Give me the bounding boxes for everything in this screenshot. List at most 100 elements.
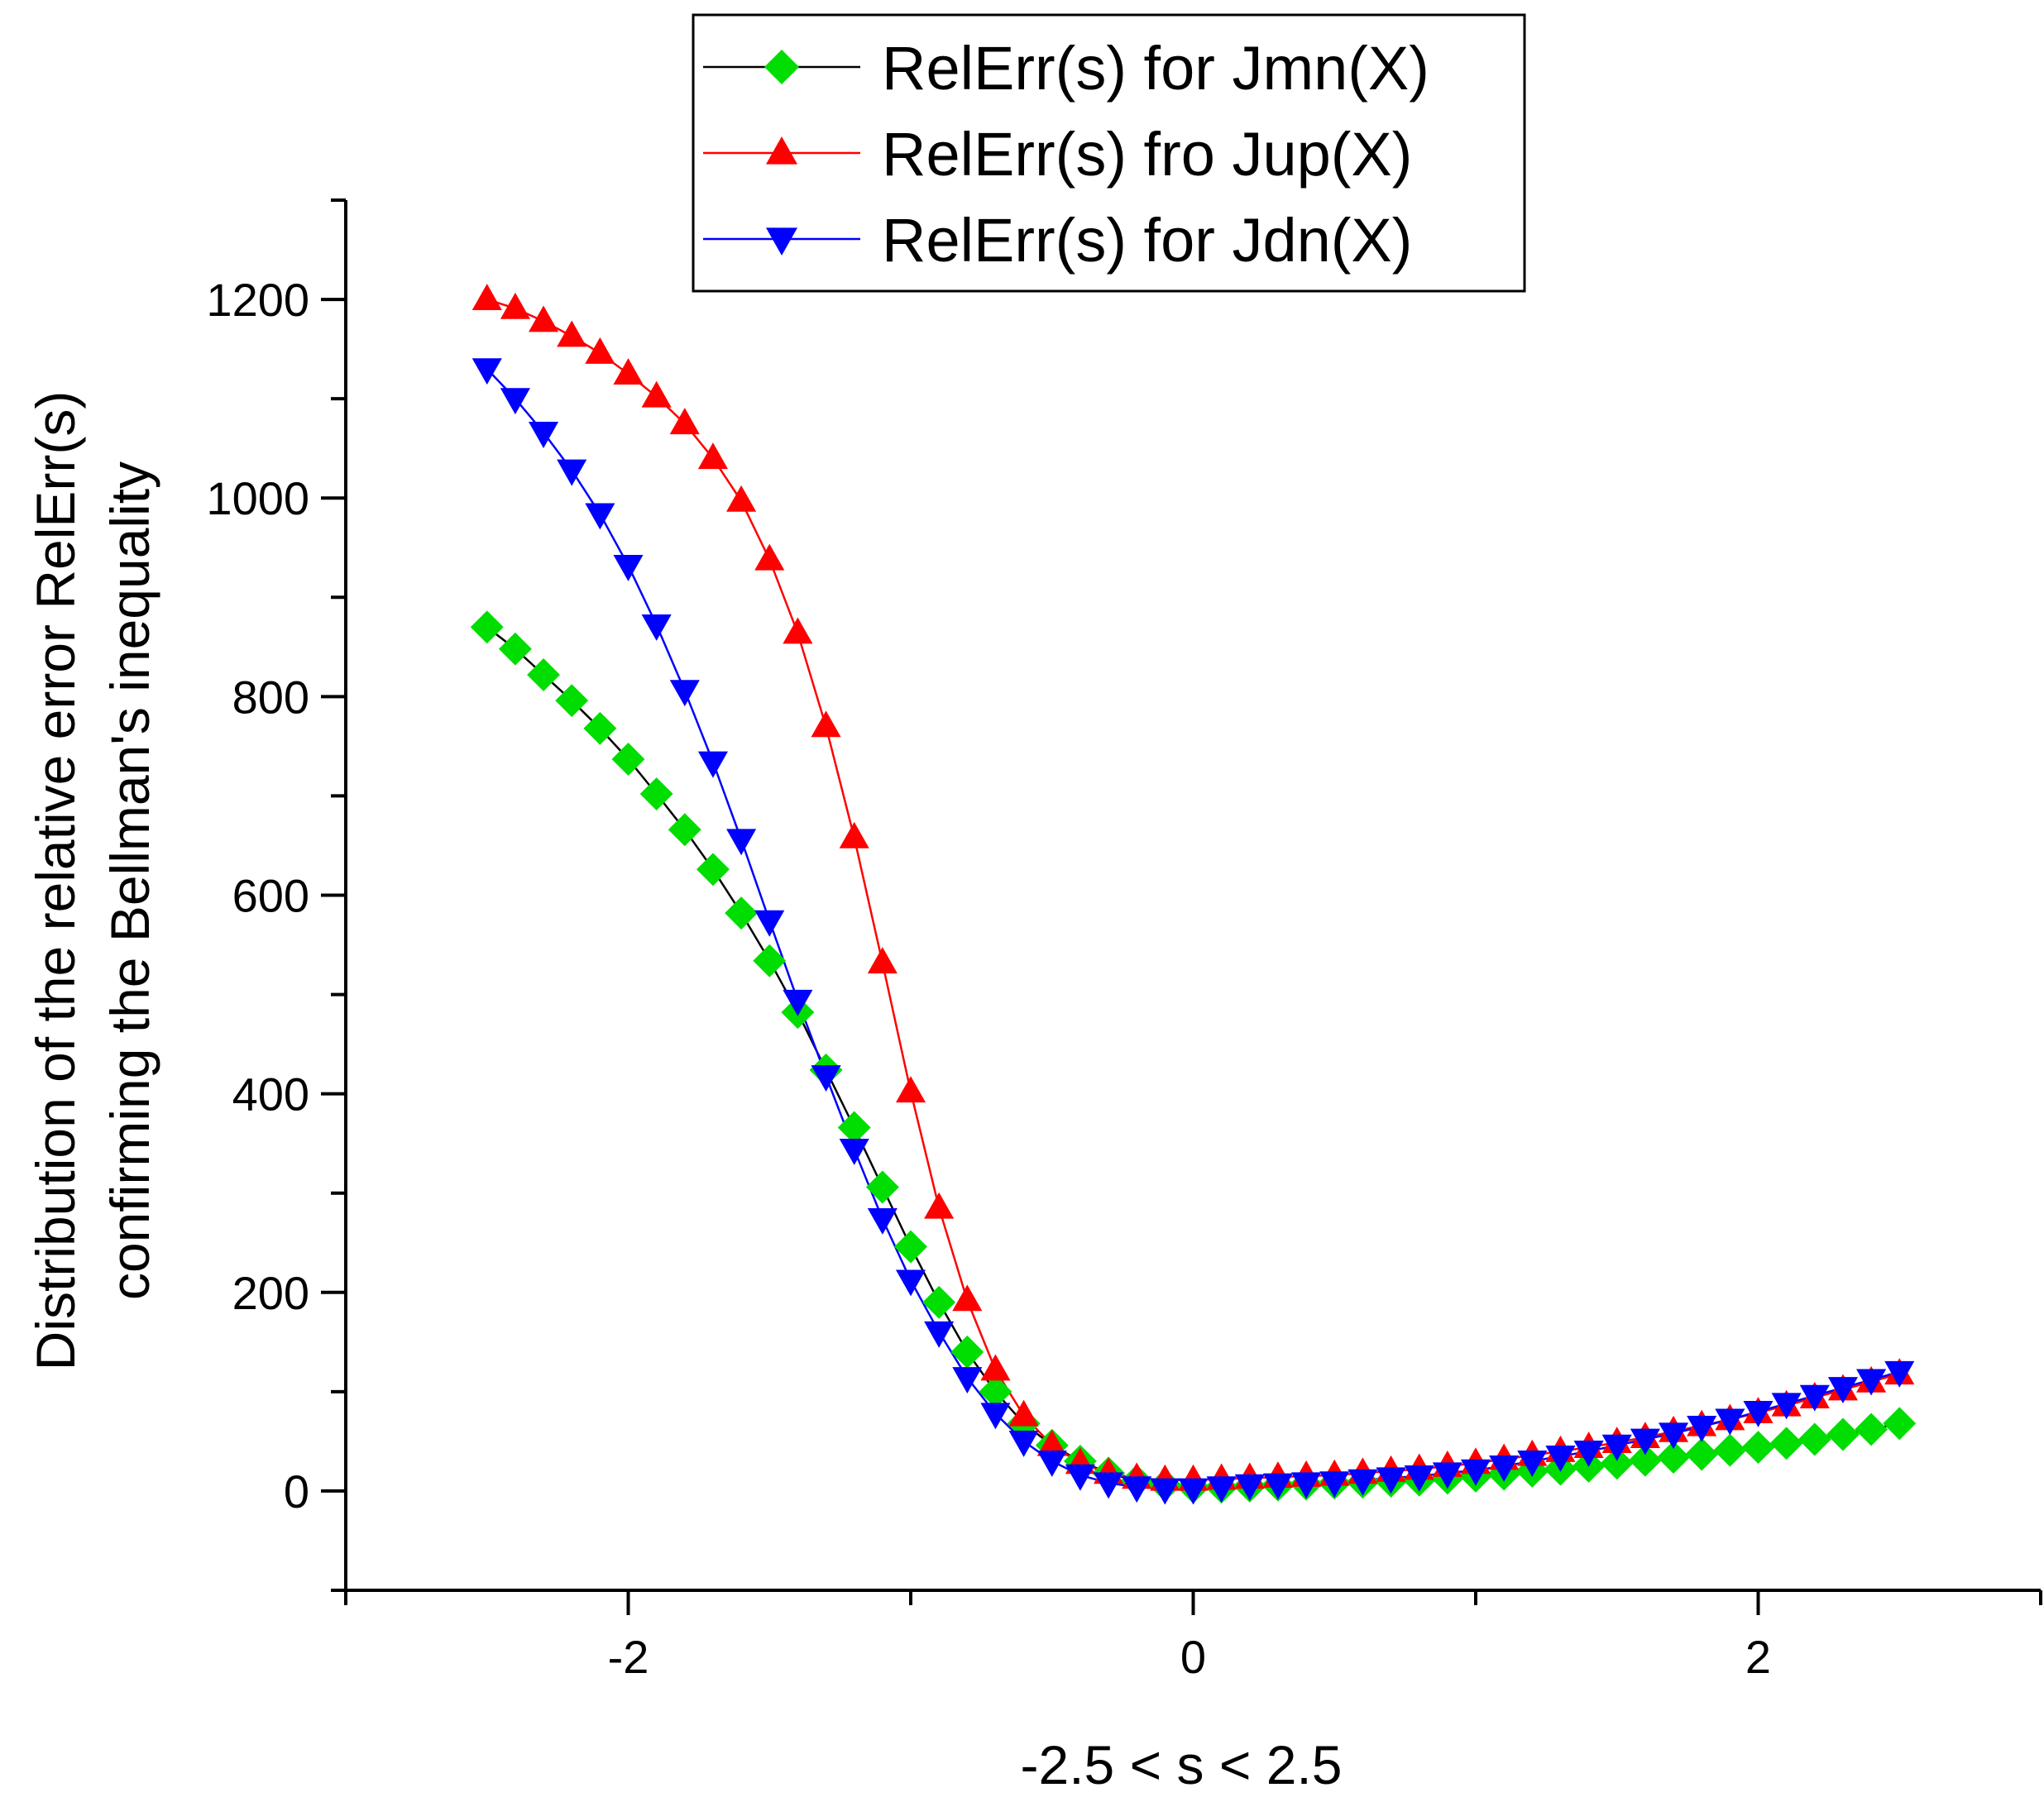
- data-point: [1713, 1433, 1747, 1467]
- series-1: [486, 626, 1900, 1489]
- data-point: [1319, 1471, 1350, 1498]
- data-point: [1460, 1459, 1491, 1486]
- legend-entry: RelErr(s) for Jmn(X): [703, 34, 1429, 103]
- legend-entry: RelErr(s) fro Jup(X): [703, 120, 1412, 189]
- series-2-points: [472, 284, 1915, 1491]
- y-tick-label: 0: [284, 1465, 309, 1518]
- legend-marker: [766, 136, 797, 165]
- data-point: [1685, 1437, 1719, 1471]
- series-layer: [470, 284, 1917, 1505]
- data-point: [1884, 1360, 1915, 1388]
- data-point: [1883, 1407, 1917, 1441]
- data-point: [639, 777, 673, 810]
- data-point: [1008, 1430, 1039, 1457]
- data-point: [952, 1367, 983, 1394]
- legend-box: [692, 13, 1526, 293]
- data-point: [895, 1269, 926, 1297]
- data-point: [1741, 1431, 1775, 1465]
- data-point: [924, 1192, 955, 1219]
- data-point: [754, 910, 785, 937]
- data-point: [783, 617, 813, 644]
- data-point: [669, 680, 700, 707]
- y-tick-label: 1200: [206, 274, 309, 326]
- data-point: [980, 1354, 1011, 1381]
- data-point: [1262, 1473, 1293, 1500]
- data-point: [697, 751, 728, 778]
- data-point: [950, 1335, 984, 1369]
- data-point: [1150, 1478, 1180, 1505]
- data-point: [867, 947, 898, 974]
- y-tick-label: 600: [232, 870, 309, 922]
- data-point: [641, 380, 672, 408]
- series-1-points: [470, 610, 1917, 1504]
- data-point: [952, 1284, 983, 1312]
- data-point: [1206, 1476, 1237, 1503]
- data-point: [783, 989, 813, 1016]
- data-point: [725, 896, 759, 930]
- legend-label: RelErr(s) for Jmn(X): [882, 34, 1429, 103]
- data-point: [1376, 1467, 1406, 1494]
- data-point: [1856, 1369, 1887, 1396]
- data-point: [924, 1321, 955, 1348]
- series-line: [486, 298, 1900, 1481]
- data-point: [555, 684, 589, 718]
- data-point: [811, 710, 841, 738]
- data-point: [894, 1230, 927, 1264]
- y-axis-title-line2: confirming the Bellman's inequality: [99, 461, 160, 1300]
- data-point: [1799, 1384, 1830, 1412]
- data-point: [1094, 1472, 1124, 1499]
- y-axis-title-line1: Distribution of the relative error RelEr…: [25, 391, 86, 1371]
- data-point: [527, 657, 560, 691]
- data-point: [839, 1138, 869, 1165]
- data-point: [1036, 1450, 1067, 1477]
- data-point: [585, 503, 615, 530]
- data-point: [865, 1170, 899, 1204]
- x-axis-title: -2.5 < s < 2.5: [1021, 1734, 1343, 1795]
- data-point: [585, 337, 615, 364]
- data-point: [1348, 1469, 1378, 1496]
- data-point: [641, 614, 672, 641]
- data-point: [1687, 1415, 1717, 1442]
- data-point: [697, 442, 728, 470]
- data-point: [472, 358, 502, 385]
- x-tick-label: -2: [608, 1631, 649, 1683]
- y-tick-label: 800: [232, 671, 309, 723]
- data-point: [726, 485, 757, 512]
- data-point: [1036, 1429, 1067, 1456]
- data-point: [498, 632, 532, 666]
- axes: 0 200 400 600 800 1000 1200 -2 0 2: [206, 198, 2042, 1683]
- data-point: [980, 1403, 1011, 1430]
- axis-labels: -2.5 < s < 2.5 Distribution of the relat…: [25, 391, 1342, 1795]
- data-point: [470, 610, 504, 644]
- y-tick-label: 200: [232, 1267, 309, 1319]
- data-point: [1769, 1427, 1803, 1460]
- legend-label: RelErr(s) fro Jup(X): [882, 120, 1412, 189]
- legend: RelErr(s) for Jmn(X) RelErr(s) fro Jup(X)…: [692, 13, 1526, 293]
- data-point: [1573, 1440, 1604, 1467]
- y-tick-label: 1000: [206, 472, 309, 524]
- data-point: [1826, 1417, 1860, 1451]
- data-point: [613, 554, 644, 581]
- data-point: [668, 813, 701, 847]
- data-point: [1771, 1393, 1802, 1420]
- legend-marker: [764, 50, 799, 84]
- data-point: [753, 944, 787, 977]
- data-point: [726, 829, 757, 856]
- data-point: [1797, 1422, 1831, 1456]
- data-point: [529, 422, 559, 448]
- data-point: [1659, 1422, 1689, 1450]
- data-point: [839, 821, 869, 848]
- data-point: [1855, 1412, 1888, 1446]
- data-point: [696, 853, 730, 887]
- data-point: [500, 292, 530, 319]
- data-point: [1489, 1455, 1520, 1482]
- data-point: [1291, 1472, 1322, 1499]
- x-tick-label: 0: [1180, 1631, 1206, 1683]
- data-point: [1715, 1408, 1745, 1436]
- data-point: [1517, 1450, 1548, 1477]
- x-tick-label: 2: [1745, 1631, 1771, 1683]
- data-point: [979, 1374, 1012, 1408]
- data-point: [1601, 1434, 1632, 1461]
- data-point: [1630, 1428, 1660, 1455]
